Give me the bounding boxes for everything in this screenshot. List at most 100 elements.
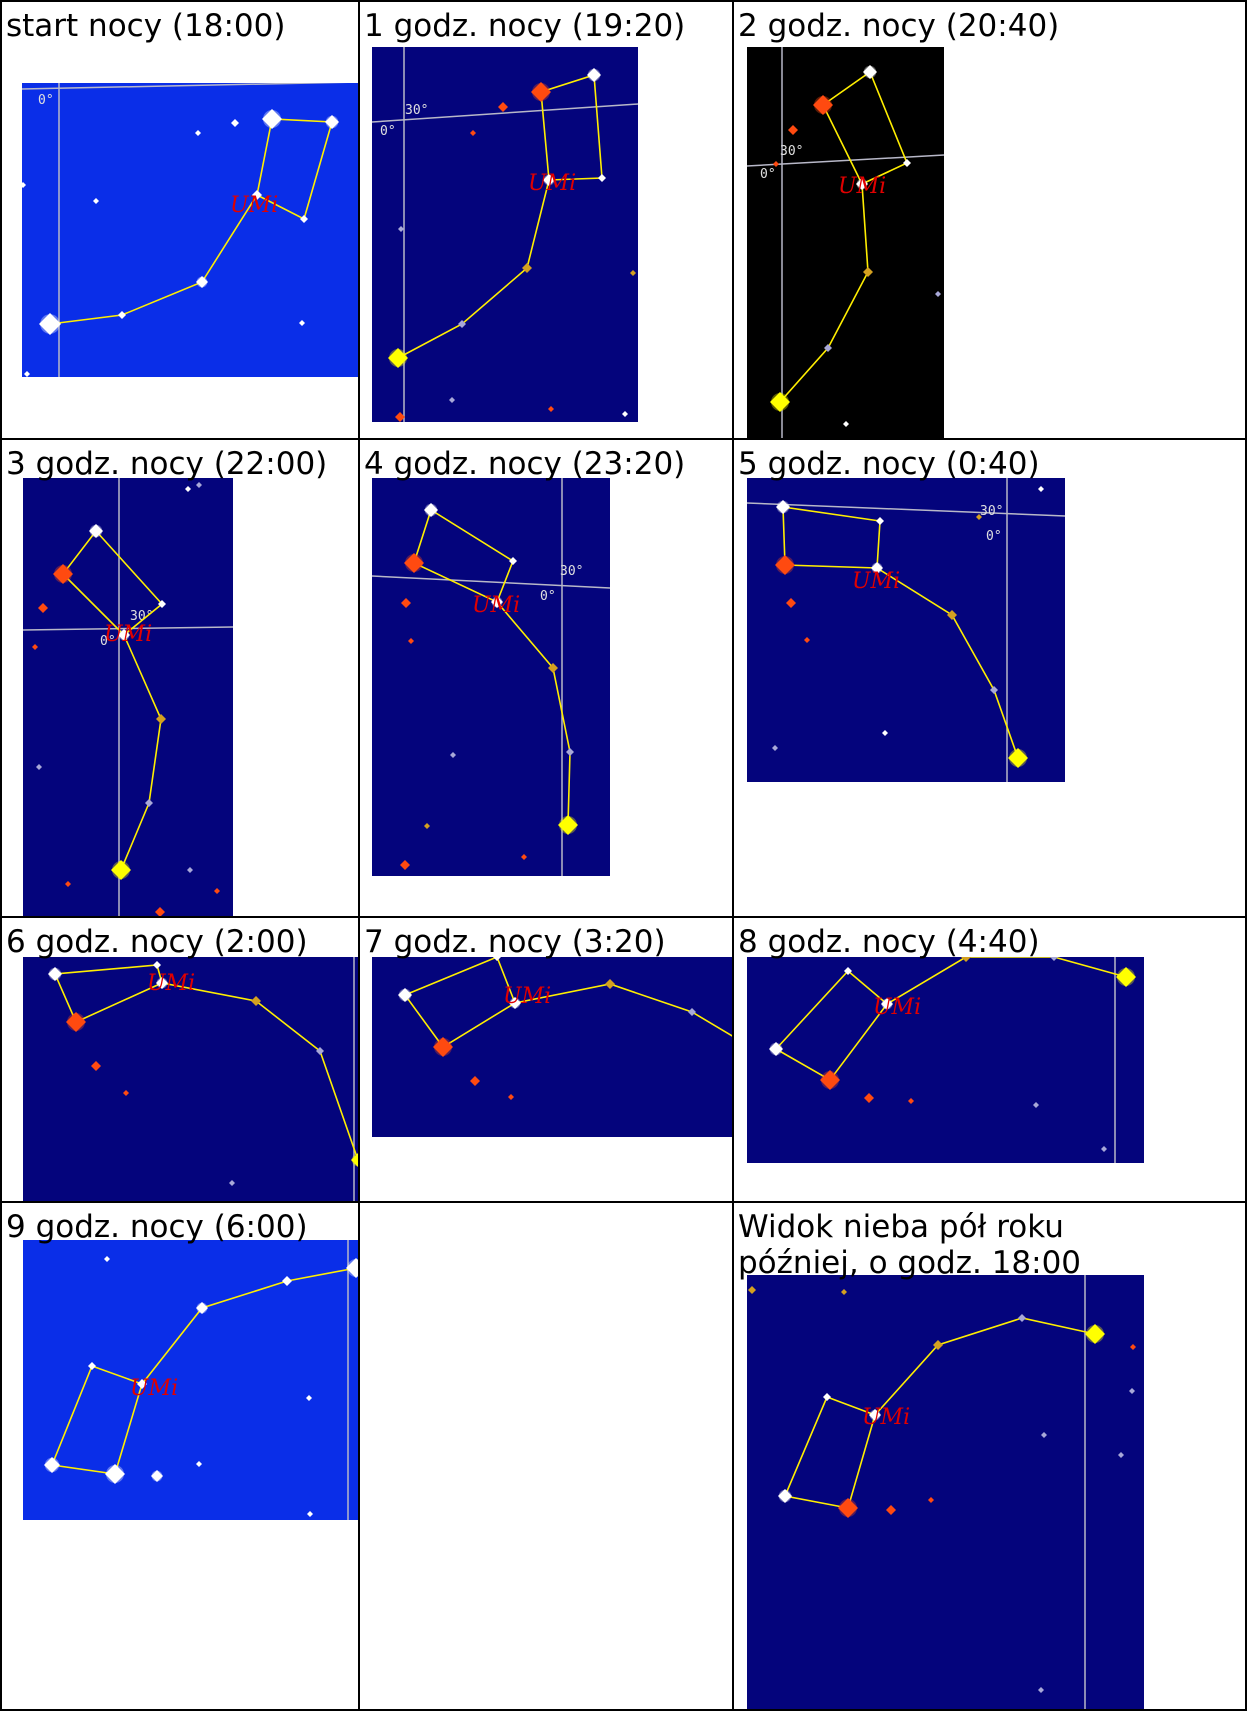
caption-c11: Widok nieba pół roku później, o godz. 18… <box>738 1209 1082 1281</box>
star <box>196 1461 202 1467</box>
star <box>1018 1314 1026 1322</box>
sky-panel: UMi <box>23 1240 358 1520</box>
star <box>522 263 532 273</box>
sky-cell-c9: UMi 9 godz. nocy (6:00) <box>0 1203 360 1711</box>
caption-c2: 2 godz. nocy (20:40) <box>738 8 1060 44</box>
star <box>509 557 517 565</box>
star <box>424 503 438 517</box>
sky-cell-c7: UMi 7 godz. nocy (3:20) <box>360 918 734 1203</box>
caption-c5: 5 godz. nocy (0:40) <box>738 446 1040 482</box>
star <box>491 596 503 608</box>
star <box>395 412 405 422</box>
star <box>598 174 606 182</box>
star <box>153 961 161 969</box>
empty-cell <box>360 1203 734 1711</box>
star <box>1130 1344 1136 1350</box>
star <box>935 291 941 297</box>
star <box>449 397 455 403</box>
sky-cell-c1: 30° 0° UMi 1 godz. nocy (19:20) <box>360 0 734 440</box>
star <box>398 988 412 1002</box>
star <box>36 764 42 770</box>
star <box>229 1180 235 1186</box>
star <box>187 867 193 873</box>
sky-panel: UMi <box>23 957 358 1201</box>
altitude-label: 30° <box>560 564 583 579</box>
sky-panel: 30° 0° UMi <box>747 47 944 438</box>
star <box>1116 967 1136 987</box>
star <box>123 1090 129 1096</box>
star <box>104 1256 110 1262</box>
star <box>388 348 408 368</box>
star <box>111 860 131 880</box>
star <box>820 1070 840 1090</box>
star <box>903 159 911 167</box>
star <box>947 610 957 620</box>
sky-cell-c3: 30° 0° UMi 3 godz. nocy (22:00) <box>0 440 360 918</box>
star <box>863 65 877 79</box>
star <box>351 1153 358 1167</box>
star <box>151 1470 163 1482</box>
star <box>196 276 208 288</box>
constellation-label: UMi <box>862 1405 910 1430</box>
star <box>508 1094 514 1100</box>
sky-cell-c0: 0° UMi start nocy (18:00) <box>0 0 360 440</box>
star <box>93 198 99 204</box>
star <box>251 996 261 1006</box>
star <box>316 1047 324 1055</box>
star <box>156 977 168 989</box>
caption-c7: 7 godz. nocy (3:20) <box>364 924 666 960</box>
horizon-line <box>372 575 610 589</box>
star <box>252 190 262 200</box>
star <box>521 854 527 860</box>
star <box>300 215 308 223</box>
azimuth-label: 0° <box>100 634 116 649</box>
constellation-label: UMi <box>104 622 152 647</box>
star <box>548 663 558 673</box>
star <box>32 644 38 650</box>
azimuth-label: 0° <box>986 529 1002 544</box>
star <box>48 967 62 981</box>
constellation-line <box>50 1267 357 1475</box>
star <box>105 1464 125 1484</box>
horizon-line <box>23 626 233 631</box>
altitude-label: 30° <box>405 103 428 118</box>
sky-cell-c6: UMi 6 godz. nocy (2:00) <box>0 918 360 1203</box>
star <box>976 514 982 520</box>
star <box>282 1276 292 1286</box>
star <box>214 888 220 894</box>
star <box>185 486 191 492</box>
constellation-line <box>49 118 334 325</box>
star <box>118 311 126 319</box>
star <box>325 115 339 129</box>
star <box>813 95 833 115</box>
star <box>89 524 103 538</box>
star <box>843 421 849 427</box>
sky-cell-c8: UMi 8 godz. nocy (4:40) <box>734 918 1247 1203</box>
star <box>786 598 796 608</box>
star <box>587 68 601 82</box>
star <box>823 1393 831 1401</box>
star <box>493 957 501 961</box>
star <box>824 344 832 352</box>
constellation-line <box>61 529 164 871</box>
caption-c3: 3 godz. nocy (22:00) <box>6 446 328 482</box>
sky-panel: 0° UMi <box>22 83 358 377</box>
star <box>856 178 868 190</box>
star <box>1038 1687 1044 1693</box>
horizon-line <box>747 154 944 167</box>
star <box>450 752 456 758</box>
star <box>1118 1452 1124 1458</box>
star <box>299 320 305 326</box>
sky-panel: 30° 0° UMi <box>372 47 638 422</box>
sky-panel: UMi <box>747 1275 1144 1709</box>
star <box>346 1258 358 1278</box>
star <box>158 600 166 608</box>
star <box>1085 1324 1105 1344</box>
constellation-label: UMi <box>528 171 576 196</box>
star <box>1129 1388 1135 1394</box>
sky-panel: 30° 0° UMi <box>372 478 610 876</box>
star <box>155 907 165 916</box>
horizon-line <box>747 502 1065 517</box>
constellation-label: UMi <box>230 193 278 218</box>
